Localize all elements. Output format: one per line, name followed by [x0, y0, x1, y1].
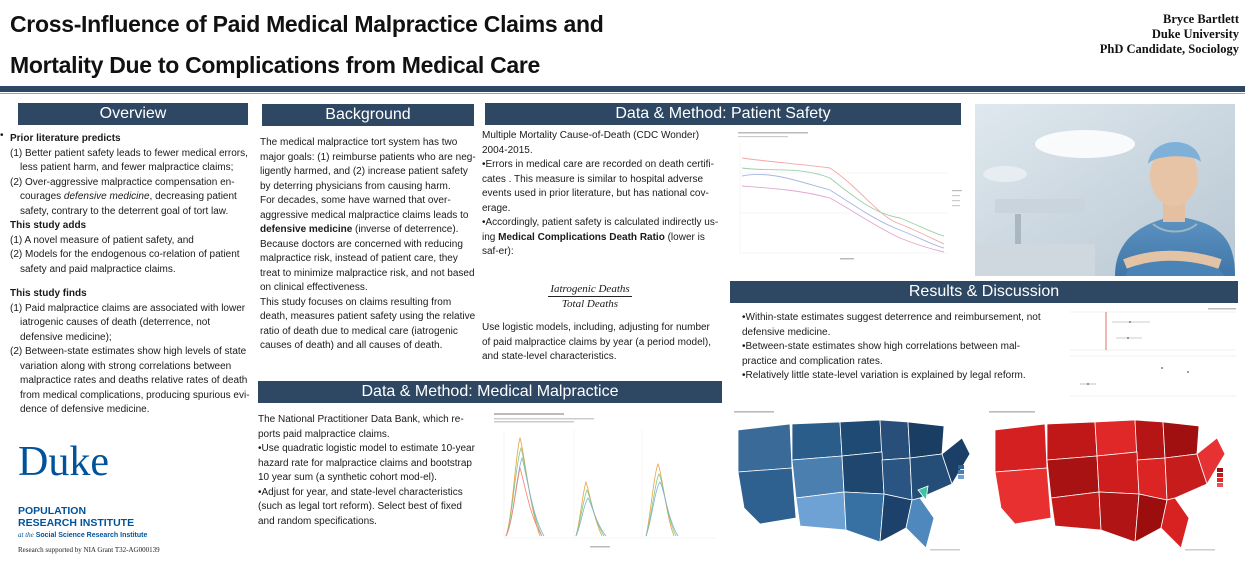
overview-header: Overview [18, 103, 248, 125]
patient-safety-trend-figure [730, 128, 966, 270]
background-p3: Because doctors are concerned with reduc… [260, 238, 475, 294]
patient-safety-header: Data & Method: Patient Safety [485, 103, 961, 125]
malpractice-body: The National Practitioner Data Bank, whi… [258, 413, 480, 529]
bullet-dot: • [0, 130, 4, 141]
results-b1: •Within-state estimates suggest deterren… [742, 312, 1041, 338]
overview-adds-1: (1) A novel measure of patient safety, a… [10, 234, 194, 246]
doctor-photo [975, 104, 1235, 276]
background-p1: The medical malpractice tort system has … [260, 137, 476, 192]
overview-prior-1: (1) Better patient safety leads to fewer… [10, 147, 248, 174]
malpractice-b1: •Use quadratic logistic model to estimat… [258, 443, 475, 483]
overview-finds-2: (2) Between-state estimates show high le… [10, 346, 250, 415]
results-header: Results & Discussion [730, 281, 1238, 303]
title-divider-thin [0, 93, 1245, 94]
background-header: Background [262, 104, 474, 126]
patient-safety-p1: Multiple Mortality Cause-of-Death (CDC W… [482, 130, 700, 156]
patient-safety-b1: •Errors in medical care are recorded on … [482, 159, 714, 214]
malpractice-hazard-figure [490, 410, 720, 560]
author-affiliation: Duke University [1151, 27, 1239, 41]
results-body: •Within-state estimates suggest deterren… [742, 311, 1042, 384]
background-p4: This study focuses on claims resulting f… [260, 296, 476, 352]
poster-title-line-2: Mortality Due to Complications from Medi… [10, 52, 541, 78]
overview-adds-2: (2) Models for the endogenous co-relatio… [10, 249, 240, 275]
complications-state-map [985, 408, 1237, 558]
author-name: Bryce Bartlett [1162, 12, 1239, 26]
formula-denominator: Total Deaths [561, 298, 619, 310]
patient-safety-body: Multiple Mortality Cause-of-Death (CDC W… [482, 129, 720, 260]
results-b2: •Between-state estimates show high corre… [742, 341, 1021, 367]
overview-body: Prior literature predicts (1) Better pat… [10, 132, 250, 418]
patient-safety-p2: Use logistic models, including, adjustin… [482, 322, 711, 362]
grant-note: Research supported by NIA Grant T32-AG00… [18, 546, 160, 554]
malpractice-header: Data & Method: Medical Malpractice [258, 381, 722, 403]
author-block: Bryce Bartlett Duke University PhD Candi… [1100, 12, 1239, 57]
results-estimate-figure [1050, 306, 1240, 402]
author-role: PhD Candidate, Sociology [1099, 42, 1239, 56]
overview-prior-2: (2) Over-aggressive malpractice compensa… [10, 176, 237, 217]
death-ratio-formula: Iatrogenic Deaths Total Deaths [520, 282, 660, 311]
overview-prior-title: Prior literature predicts [10, 133, 121, 144]
formula-numerator: Iatrogenic Deaths [548, 283, 632, 297]
overview-finds-title: This study finds [10, 288, 87, 299]
background-body: The medical malpractice tort system has … [260, 136, 480, 354]
malpractice-state-map [730, 408, 980, 558]
results-b3: •Relatively little state-level variation… [742, 370, 1026, 381]
malpractice-p1: The National Practitioner Data Bank, whi… [258, 414, 464, 440]
pri-logo: POPULATION RESEARCH INSTITUTE at the Soc… [18, 505, 148, 539]
overview-finds-1: (1) Paid malpractice claims are associat… [10, 302, 246, 343]
title-divider [0, 86, 1245, 92]
poster-title-line-1: Cross-Influence of Paid Medical Malpract… [10, 11, 604, 37]
background-p2: For decades, some have warned that over-… [260, 195, 469, 235]
malpractice-b2: •Adjust for year, and state-level charac… [258, 486, 463, 527]
duke-logo: Duke [18, 439, 109, 485]
patient-safety-b2: •Accordingly, patient safety is calculat… [482, 217, 719, 257]
overview-adds-title: This study adds [10, 220, 87, 231]
